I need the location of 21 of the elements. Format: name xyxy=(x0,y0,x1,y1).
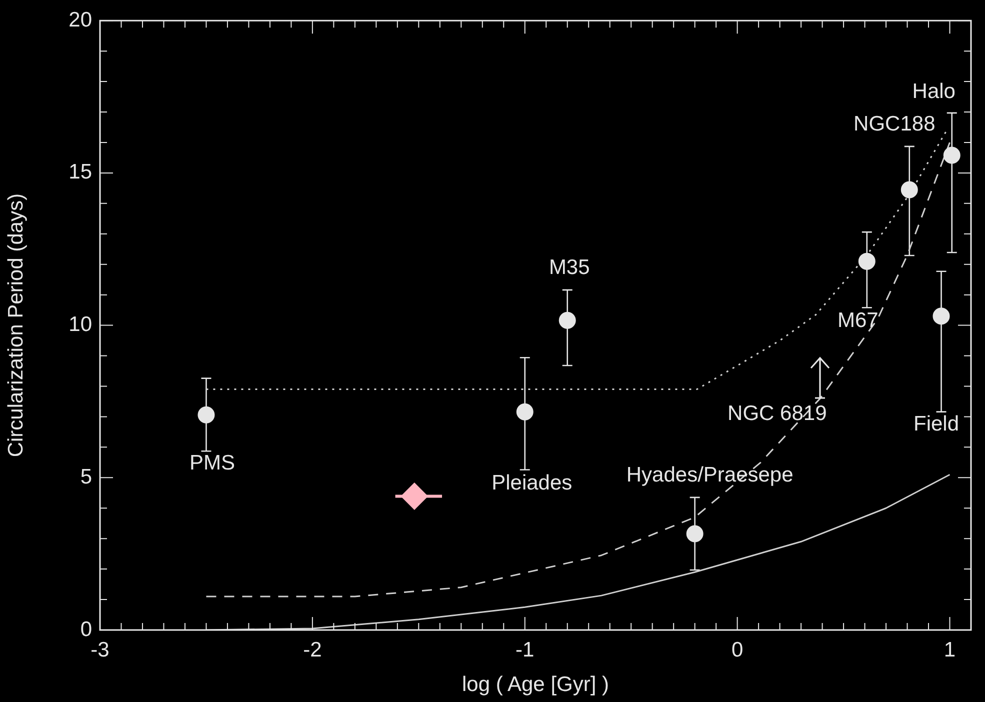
x-axis-title: log ( Age [Gyr] ) xyxy=(462,673,610,696)
y-axis-title: Circularization Period (days) xyxy=(4,193,28,458)
y-tick-label: 20 xyxy=(68,8,92,32)
annotation: PMS xyxy=(189,452,235,475)
y-tick-label: 0 xyxy=(80,618,92,641)
annotation: Pleiades xyxy=(492,472,572,495)
annotation: M67 xyxy=(837,309,878,332)
annotation: NGC 6819 xyxy=(728,402,827,426)
x-tick-label: -1 xyxy=(516,638,534,662)
y-tick-label: 15 xyxy=(68,160,92,184)
annotation: M35 xyxy=(548,256,590,280)
annotation: Field xyxy=(913,412,960,436)
x-tick-label: 1 xyxy=(944,638,956,662)
x-tick-label: -3 xyxy=(90,638,110,662)
y-tick-label: 5 xyxy=(80,465,92,488)
annotation: Hyades/Praesepe xyxy=(626,464,794,487)
x-tick-label: 0 xyxy=(731,638,744,662)
y-tick-label: 10 xyxy=(68,313,92,336)
x-tick-label: -2 xyxy=(303,638,322,662)
annotation: NGC188 xyxy=(854,112,936,136)
annotation: Halo xyxy=(912,80,956,104)
